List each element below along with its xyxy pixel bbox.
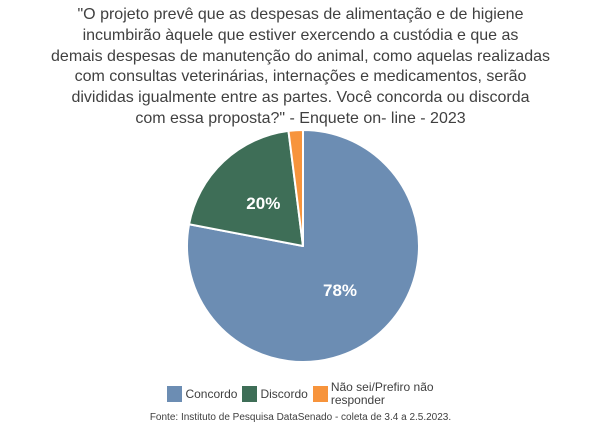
legend: Concordo Discordo Não sei/Prefiro não re… xyxy=(0,381,601,407)
legend-label-nao-sei: Não sei/Prefiro não responder xyxy=(330,380,434,407)
pie-slice-3 xyxy=(287,128,304,247)
pie-slice-2 xyxy=(188,129,304,247)
legend-item-discordo: Discordo xyxy=(242,386,308,402)
legend-label-discordo: Discordo xyxy=(260,386,308,401)
source-note: Fonte: Instituto de Pesquisa DataSenado … xyxy=(149,412,452,423)
legend-item-concordo: Concordo xyxy=(167,386,237,402)
pie-data-label-1: 78% xyxy=(323,281,357,300)
legend-swatch-concordo xyxy=(167,386,183,402)
legend-swatch-nao-sei xyxy=(312,386,328,402)
legend-swatch-discordo xyxy=(242,386,258,402)
pie-data-label-2: 20% xyxy=(246,194,280,213)
legend-item-nao-sei: Não sei/Prefiro não responder xyxy=(312,380,434,407)
chart-title: "O projeto prevê que as despesas de alim… xyxy=(51,6,550,127)
legend-label-concordo: Concordo xyxy=(185,386,238,401)
